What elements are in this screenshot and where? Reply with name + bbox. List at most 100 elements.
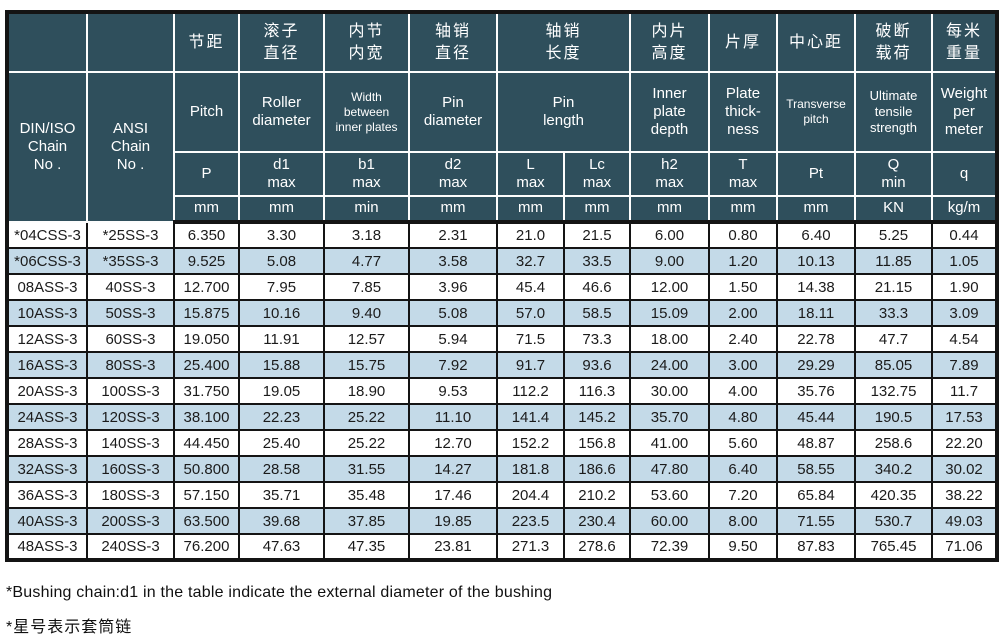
data-cell: 3.96 <box>408 273 498 301</box>
data-cell: 35.70 <box>629 403 711 431</box>
data-cell: 116.3 <box>562 377 632 405</box>
data-cell: 37.85 <box>323 507 410 535</box>
header-cell: P <box>173 151 240 197</box>
header-cell: h2 max <box>629 151 711 197</box>
header-cell: mm <box>562 195 632 224</box>
data-cell: 240SS-3 <box>86 533 175 561</box>
data-cell: 12.00 <box>629 273 711 301</box>
data-cell: 1.20 <box>708 247 779 275</box>
data-cell: 47.35 <box>323 533 410 561</box>
data-cell: 7.92 <box>408 351 498 379</box>
data-cell: 33.5 <box>562 247 632 275</box>
header-row-chinese-labels: 节距 滚子 直径 内节 内宽 轴销 直径 轴销 长度 内片 高度 片厚 中心距 破断 载荷 每米 … <box>6 11 999 73</box>
data-cell: 271.3 <box>496 533 565 561</box>
data-cell: 200SS-3 <box>86 507 175 535</box>
table-row: 16ASS-3 80SS-3 25.400 15.88 15.75 7.92 91.7 93.… <box>6 351 999 379</box>
data-cell: 258.6 <box>854 429 934 457</box>
data-cell: 4.77 <box>323 247 410 275</box>
data-cell: *25SS-3 <box>86 221 175 249</box>
data-cell: 33.3 <box>854 299 934 327</box>
data-cell: 1.90 <box>931 273 999 301</box>
table-row: 32ASS-3 160SS-3 50.800 28.58 31.55 14.27 181.8… <box>6 455 999 483</box>
header-cell: Pin length <box>495 71 632 153</box>
data-cell: 21.15 <box>854 273 934 301</box>
header-cell: 破断 载荷 <box>854 11 934 73</box>
header-cell: 轴销 长度 <box>495 11 632 73</box>
data-cell: 47.7 <box>854 325 934 353</box>
data-cell: 3.09 <box>931 299 999 327</box>
data-cell: 0.80 <box>708 221 779 249</box>
data-cell: 71.55 <box>776 507 857 535</box>
header-cell: 中心距 <box>776 11 857 73</box>
header-cell: 滚子 直径 <box>238 11 325 73</box>
data-cell: 21.0 <box>496 221 565 249</box>
data-cell: 17.46 <box>408 481 498 509</box>
data-cell: 7.95 <box>238 273 325 301</box>
data-cell: 19.05 <box>238 377 325 405</box>
data-cell: 181.8 <box>496 455 565 483</box>
data-cell: 20ASS-3 <box>6 377 88 405</box>
data-cell: 8.00 <box>708 507 779 535</box>
data-cell: 50.800 <box>173 455 240 483</box>
data-cell: 30.02 <box>931 455 999 483</box>
data-cell: 141.4 <box>496 403 565 431</box>
data-cell: 48.87 <box>776 429 857 457</box>
data-cell: 47.63 <box>238 533 325 561</box>
chain-specification-table: 节距 滚子 直径 内节 内宽 轴销 直径 轴销 长度 内片 高度 片厚 中心距 破断 载荷 每米 … <box>5 10 1000 562</box>
data-cell: 9.00 <box>629 247 711 275</box>
data-cell: 76.200 <box>173 533 240 561</box>
data-cell: 08ASS-3 <box>6 273 88 301</box>
data-cell: 21.5 <box>562 221 632 249</box>
header-cell: Lc max <box>562 151 632 197</box>
header-cell: 轴销 直径 <box>408 11 498 73</box>
table-row: 20ASS-3 100SS-3 31.750 19.05 18.90 9.53 112.2 1… <box>6 377 999 405</box>
data-cell: 39.68 <box>238 507 325 535</box>
data-cell: 23.81 <box>408 533 498 561</box>
header-cell-empty <box>86 11 175 73</box>
table-row: 10ASS-3 50SS-3 15.875 10.16 9.40 5.08 57.0 58.5… <box>6 299 999 327</box>
data-cell: 140SS-3 <box>86 429 175 457</box>
data-cell: 223.5 <box>496 507 565 535</box>
table-row: 08ASS-3 40SS-3 12.700 7.95 7.85 3.96 45.4 46.6 1… <box>6 273 999 301</box>
header-cell: Plate thick- ness <box>708 71 779 153</box>
data-cell: 28ASS-3 <box>6 429 88 457</box>
data-cell: 765.45 <box>854 533 934 561</box>
data-cell: 186.6 <box>562 455 632 483</box>
data-cell: 57.0 <box>496 299 565 327</box>
header-cell: q <box>931 151 999 197</box>
data-cell: 6.40 <box>708 455 779 483</box>
data-cell: 32ASS-3 <box>6 455 88 483</box>
header-cell: KN <box>854 195 934 224</box>
data-cell: 11.85 <box>854 247 934 275</box>
data-cell: 9.525 <box>173 247 240 275</box>
header-cell: min <box>323 195 410 224</box>
header-cell: b1 max <box>323 151 410 197</box>
data-cell: 2.00 <box>708 299 779 327</box>
footnotes: *Bushing chain:d1 in the table indicate … <box>6 584 552 637</box>
header-cell: mm <box>776 195 857 224</box>
data-cell: 49.03 <box>931 507 999 535</box>
data-cell: 278.6 <box>562 533 632 561</box>
data-cell: 3.00 <box>708 351 779 379</box>
data-cell: 12.700 <box>173 273 240 301</box>
header-cell-empty <box>6 11 88 73</box>
data-cell: 65.84 <box>776 481 857 509</box>
data-cell: 112.2 <box>496 377 565 405</box>
data-cell: 29.29 <box>776 351 857 379</box>
data-cell: 40SS-3 <box>86 273 175 301</box>
data-cell: 25.22 <box>323 403 410 431</box>
data-cell: 10.16 <box>238 299 325 327</box>
data-cell: 6.350 <box>173 221 240 249</box>
data-cell: 31.750 <box>173 377 240 405</box>
data-cell: 4.00 <box>708 377 779 405</box>
data-cell: 73.3 <box>562 325 632 353</box>
data-cell: 85.05 <box>854 351 934 379</box>
data-cell: 18.11 <box>776 299 857 327</box>
header-cell: Ultimate tensile strength <box>854 71 934 153</box>
data-cell: 156.8 <box>562 429 632 457</box>
data-cell: 5.60 <box>708 429 779 457</box>
data-cell: 60SS-3 <box>86 325 175 353</box>
data-cell: 15.09 <box>629 299 711 327</box>
header-cell: ANSI Chain No . <box>86 71 175 223</box>
data-cell: 25.22 <box>323 429 410 457</box>
